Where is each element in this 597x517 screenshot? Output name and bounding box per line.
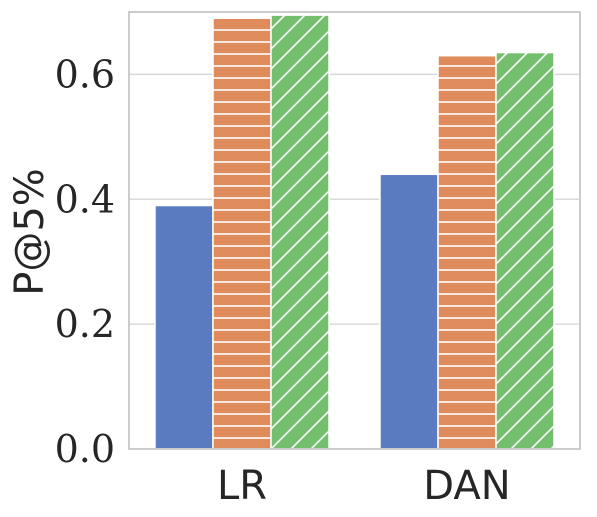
bar-dan-series-2 (437, 54, 497, 450)
y-tick-label: 0.2 (55, 302, 115, 346)
y-tick-labels: 0.0 0.2 0.4 0.6 (55, 52, 115, 471)
y-tick-label: 0.6 (55, 52, 115, 96)
bar-lr-series-3 (270, 14, 330, 450)
plot-frame (128, 11, 581, 450)
bar-lr-series-2 (212, 17, 272, 450)
x-tick-label-lr: LR (217, 463, 267, 509)
y-tick-label: 0.4 (55, 177, 115, 221)
bar-dan-series-1 (379, 173, 439, 450)
bar-lr-series-1 (154, 204, 214, 450)
x-tick-label-dan: DAN (423, 463, 510, 509)
x-tick-labels: LR DAN (217, 463, 511, 509)
y-tick-label: 0.0 (55, 427, 115, 471)
bars (154, 14, 555, 450)
y-axis-label: P@5% (7, 168, 53, 296)
bar-dan-series-3 (495, 51, 555, 450)
